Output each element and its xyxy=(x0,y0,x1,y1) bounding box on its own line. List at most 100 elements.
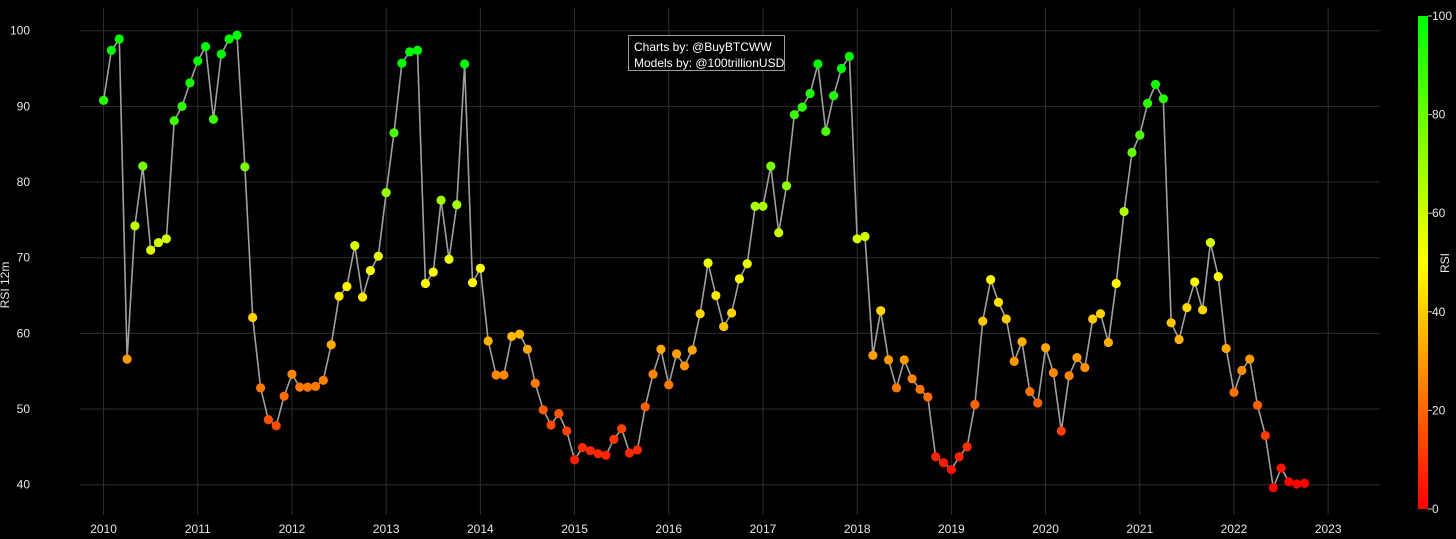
x-tick-label: 2017 xyxy=(750,522,777,536)
data-point xyxy=(271,421,281,431)
colorbar-gradient xyxy=(1418,16,1428,509)
data-point xyxy=(185,78,195,88)
data-point xyxy=(931,452,941,462)
colorbar-tick-label: 0 xyxy=(1432,502,1439,516)
data-point xyxy=(907,374,917,384)
data-point xyxy=(946,464,956,475)
data-point xyxy=(169,116,179,126)
data-point xyxy=(1284,477,1294,487)
data-point xyxy=(295,382,305,392)
data-point xyxy=(1174,334,1184,345)
data-point xyxy=(1095,309,1106,319)
data-point xyxy=(420,278,431,289)
data-point xyxy=(1198,305,1208,315)
data-point xyxy=(750,201,760,211)
data-point xyxy=(915,384,925,394)
data-point xyxy=(507,331,517,342)
data-point xyxy=(789,110,799,120)
data-point xyxy=(821,126,831,136)
data-point xyxy=(1119,206,1129,217)
data-point xyxy=(569,455,580,465)
data-point xyxy=(766,161,776,171)
data-point xyxy=(648,369,658,379)
data-point xyxy=(986,275,996,285)
data-point xyxy=(1040,343,1051,353)
credits-box: Charts by: @BuyBTCWW Models by: @100tril… xyxy=(628,35,785,71)
data-point xyxy=(632,445,642,455)
data-point xyxy=(624,448,635,458)
colorbar-tick-label: 100 xyxy=(1432,9,1452,23)
data-point xyxy=(428,267,438,277)
data-point xyxy=(1150,79,1161,90)
data-point xyxy=(1111,278,1121,289)
data-point xyxy=(263,415,274,425)
x-tick-label: 2011 xyxy=(185,522,211,536)
data-point xyxy=(200,41,211,52)
data-point xyxy=(1237,365,1247,376)
data-point xyxy=(138,161,148,171)
data-point xyxy=(577,443,587,453)
x-tick-label: 2012 xyxy=(279,522,306,536)
data-point xyxy=(405,47,415,57)
data-point xyxy=(161,234,171,244)
data-points xyxy=(98,30,1310,493)
data-point xyxy=(224,34,234,44)
data-point xyxy=(444,254,454,264)
data-point xyxy=(742,259,752,269)
colorbar: 0 20 40 60 80 100 RSI xyxy=(1418,9,1452,516)
data-point xyxy=(389,128,399,138)
y-tick-label: 40 xyxy=(17,478,31,492)
data-point xyxy=(1033,398,1043,408)
data-point xyxy=(106,45,116,55)
data-point xyxy=(836,63,847,74)
data-point xyxy=(1260,430,1270,441)
data-point xyxy=(1158,94,1168,104)
data-point xyxy=(491,370,501,380)
data-point xyxy=(240,162,250,172)
data-point xyxy=(216,49,226,59)
data-point xyxy=(255,383,266,393)
data-point xyxy=(1080,362,1090,373)
data-point xyxy=(1292,479,1302,489)
data-point xyxy=(883,355,894,365)
data-point xyxy=(664,380,674,390)
data-point xyxy=(679,361,690,371)
x-tick-label: 2015 xyxy=(561,522,588,536)
colorbar-tick-label: 80 xyxy=(1432,108,1446,122)
data-point xyxy=(1127,147,1137,158)
data-point xyxy=(373,251,383,261)
data-point xyxy=(687,345,697,355)
data-point xyxy=(1103,337,1114,348)
data-point xyxy=(114,34,124,44)
data-point xyxy=(938,458,949,468)
data-point xyxy=(727,308,737,318)
data-point xyxy=(774,228,784,238)
data-point xyxy=(601,450,611,460)
data-point xyxy=(1205,237,1216,248)
x-tick-label: 2019 xyxy=(938,522,965,536)
data-point xyxy=(891,383,902,393)
data-point xyxy=(130,221,140,231)
data-point xyxy=(365,265,376,276)
data-point xyxy=(1143,98,1153,108)
x-tick-label: 2010 xyxy=(90,522,117,536)
data-point xyxy=(397,58,407,68)
colorbar-label: RSI xyxy=(1438,253,1452,273)
data-point xyxy=(546,420,556,430)
data-point xyxy=(656,344,666,354)
data-point xyxy=(303,382,313,392)
data-point xyxy=(962,442,972,452)
y-axis-ticks: 40 50 60 70 80 90 100 xyxy=(10,24,30,492)
data-point xyxy=(177,101,187,111)
data-point xyxy=(334,291,344,301)
colorbar-tick-label: 60 xyxy=(1432,206,1446,220)
data-point xyxy=(318,375,328,385)
x-tick-label: 2018 xyxy=(844,522,871,536)
data-point xyxy=(695,309,705,319)
y-tick-label: 70 xyxy=(17,251,31,265)
y-axis-label: RSI 12m xyxy=(0,262,12,309)
x-tick-label: 2020 xyxy=(1032,522,1059,536)
data-point xyxy=(1025,387,1035,397)
data-point xyxy=(562,426,572,436)
